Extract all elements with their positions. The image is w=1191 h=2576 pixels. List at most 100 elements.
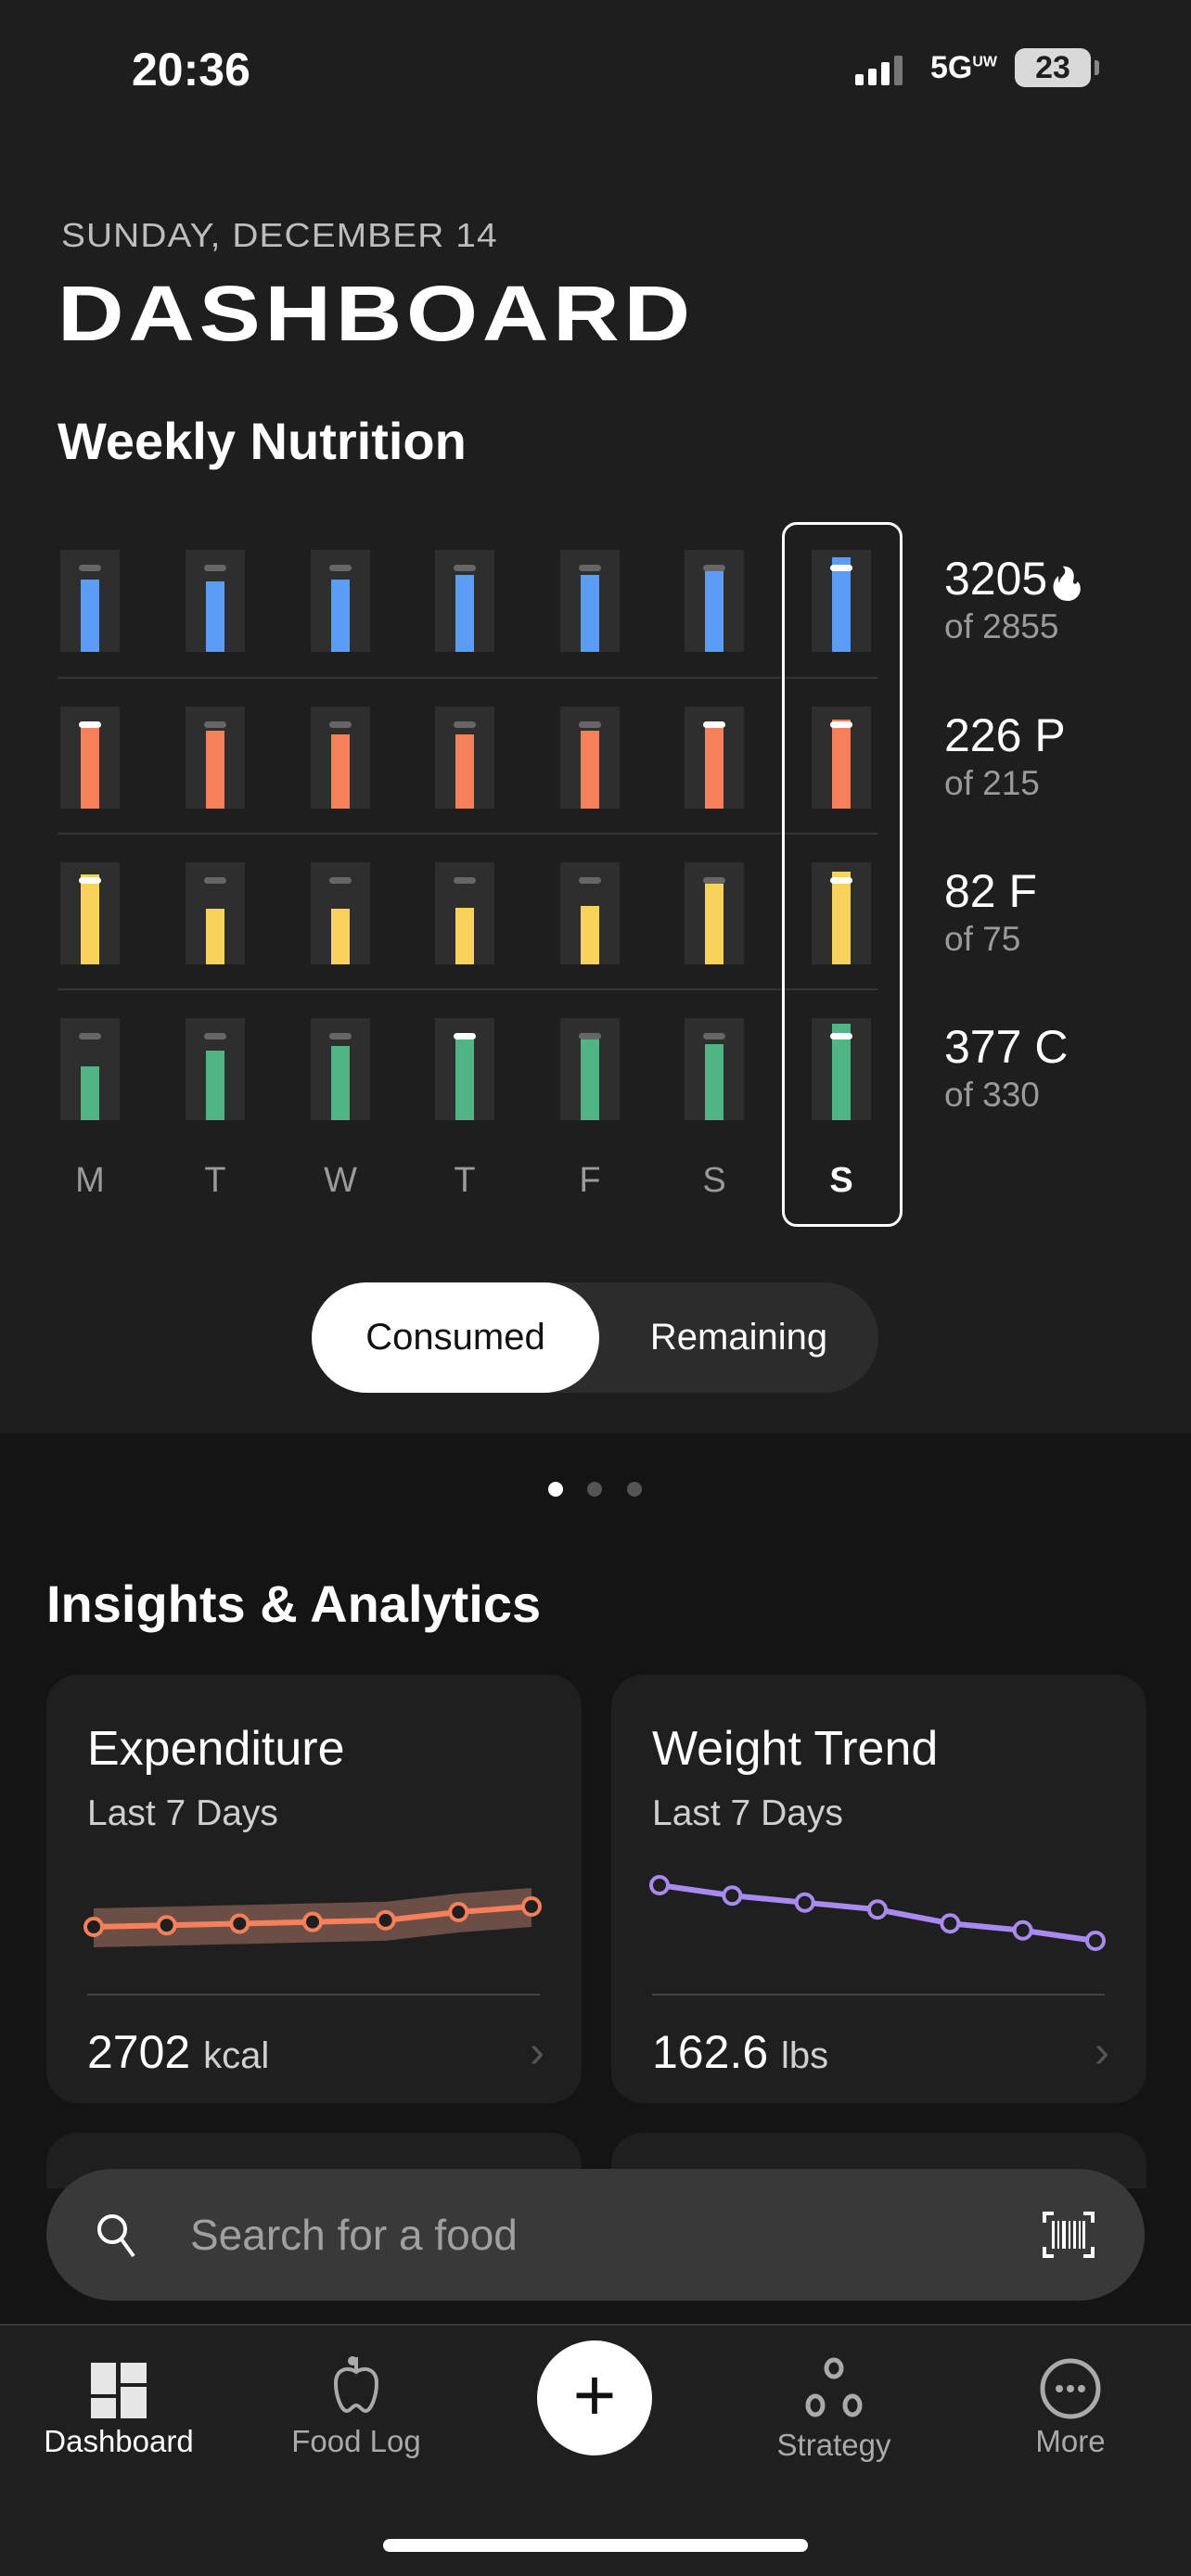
fat-bar	[331, 908, 350, 964]
day-label[interactable]: W	[324, 1161, 357, 1200]
row-divider	[58, 677, 878, 679]
calories-bar	[455, 574, 474, 652]
carbs-value: 377 C	[944, 1021, 1069, 1073]
calories-bar	[81, 580, 99, 652]
page-dot[interactable]	[627, 1482, 642, 1497]
fat-bar-track	[685, 862, 744, 964]
calories-bar-track	[60, 550, 120, 652]
network-label: 5GUW	[930, 50, 998, 85]
carbs-bar	[81, 1066, 99, 1120]
tab-strategy[interactable]: Strategy	[732, 2326, 936, 2511]
fat-bar-track	[435, 862, 494, 964]
card-subtitle: Last 7 Days	[87, 1793, 278, 1833]
carbs-bar-track	[311, 1018, 370, 1120]
fat-bar	[81, 874, 99, 964]
trend-point	[83, 1917, 104, 1937]
carbs-bar-track	[560, 1018, 620, 1120]
barcode-scan-icon[interactable]	[1043, 2212, 1095, 2258]
expenditure-card[interactable]: Expenditure Last 7 Days 2702 kcal ›	[46, 1675, 582, 2103]
tab-more[interactable]: More	[968, 2326, 1172, 2511]
expenditure-sparkline	[83, 1888, 542, 1947]
calories-value: 3205🔥	[944, 553, 1087, 605]
trend-point	[1085, 1931, 1106, 1951]
calories-bar-track	[685, 550, 744, 652]
flame-icon: 🔥	[1047, 567, 1087, 602]
fat-bar-track	[186, 862, 245, 964]
carbs-bar	[832, 1023, 851, 1120]
trend-point	[940, 1913, 961, 1934]
calories-bar-track	[311, 550, 370, 652]
protein-bar	[206, 731, 224, 809]
carbs-bar-track	[685, 1018, 744, 1120]
tab-food-log[interactable]: Food Log	[254, 2326, 458, 2511]
row-divider	[58, 988, 878, 990]
goal-marker	[579, 876, 601, 884]
day-label[interactable]: T	[454, 1161, 476, 1200]
goal-marker	[830, 1032, 852, 1039]
goal-marker	[204, 1032, 226, 1039]
carbs-bar-track	[186, 1018, 245, 1120]
battery-icon: 23	[1015, 48, 1091, 87]
protein-bar-track	[311, 707, 370, 809]
carbs-goal: of 330	[944, 1076, 1040, 1114]
trend-point	[1012, 1919, 1033, 1941]
tab-dashboard[interactable]: Dashboard	[17, 2326, 221, 2511]
goal-marker	[579, 721, 601, 728]
day-label[interactable]: M	[75, 1161, 105, 1200]
trend-point	[649, 1875, 670, 1895]
card-value: 2702 kcal	[87, 2026, 270, 2078]
carbs-bar-track	[60, 1018, 120, 1120]
fat-bar	[206, 908, 224, 964]
day-label[interactable]: S	[829, 1161, 853, 1200]
calories-bar-track	[435, 550, 494, 652]
protein-bar-track	[560, 707, 620, 809]
day-label[interactable]: S	[702, 1161, 726, 1200]
weekly-nutrition-title: Weekly Nutrition	[58, 412, 467, 470]
goal-marker	[454, 1032, 476, 1039]
card-divider	[87, 1994, 540, 1996]
day-label[interactable]: T	[204, 1161, 226, 1200]
food-search-input[interactable]: Search for a food	[46, 2169, 1145, 2301]
goal-marker	[79, 721, 101, 728]
protein-bar	[455, 733, 474, 809]
day-label[interactable]: F	[579, 1161, 601, 1200]
dashboard-icon	[91, 2363, 147, 2418]
protein-bar-track	[186, 707, 245, 809]
goal-marker	[204, 564, 226, 571]
goal-marker	[830, 721, 852, 728]
goal-marker	[454, 876, 476, 884]
card-value: 162.6 lbs	[652, 2026, 829, 2078]
carbs-bar	[331, 1045, 350, 1120]
weight-trend-card[interactable]: Weight Trend Last 7 Days 162.6 lbs ›	[611, 1675, 1146, 2103]
calories-goal: of 2855	[944, 607, 1059, 645]
chevron-right-icon: ›	[1095, 2028, 1109, 2077]
goal-marker	[579, 1032, 601, 1039]
protein-bar-track	[60, 707, 120, 809]
goal-marker	[703, 876, 725, 884]
trend-point	[794, 1892, 815, 1913]
goal-marker	[79, 564, 101, 571]
page-dot-active[interactable]	[548, 1482, 563, 1497]
consumed-remaining-toggle[interactable]: Consumed Remaining	[312, 1282, 878, 1393]
date-label: SUNDAY, DECEMBER 14	[61, 216, 498, 254]
battery-nub	[1095, 60, 1099, 75]
page-title: DASHBOARD	[58, 270, 695, 357]
selected-day-box[interactable]	[782, 522, 903, 1227]
calories-bar-track	[560, 550, 620, 652]
home-indicator[interactable]	[383, 2539, 808, 2552]
goal-marker	[329, 1032, 352, 1039]
tab-label: More	[1035, 2424, 1106, 2458]
card-subtitle: Last 7 Days	[652, 1793, 843, 1833]
strategy-icon	[805, 2357, 863, 2417]
carbs-bar-track	[435, 1018, 494, 1120]
protein-bar	[81, 722, 99, 809]
fat-value: 82 F	[944, 865, 1038, 917]
consumed-option[interactable]: Consumed	[312, 1282, 599, 1393]
fat-bar-track	[560, 862, 620, 964]
remaining-option[interactable]: Remaining	[649, 1317, 828, 1358]
page-dot[interactable]	[587, 1482, 602, 1497]
trend-point	[521, 1896, 542, 1917]
add-button[interactable]: +	[537, 2340, 652, 2455]
goal-marker	[329, 564, 352, 571]
goal-marker	[454, 721, 476, 728]
